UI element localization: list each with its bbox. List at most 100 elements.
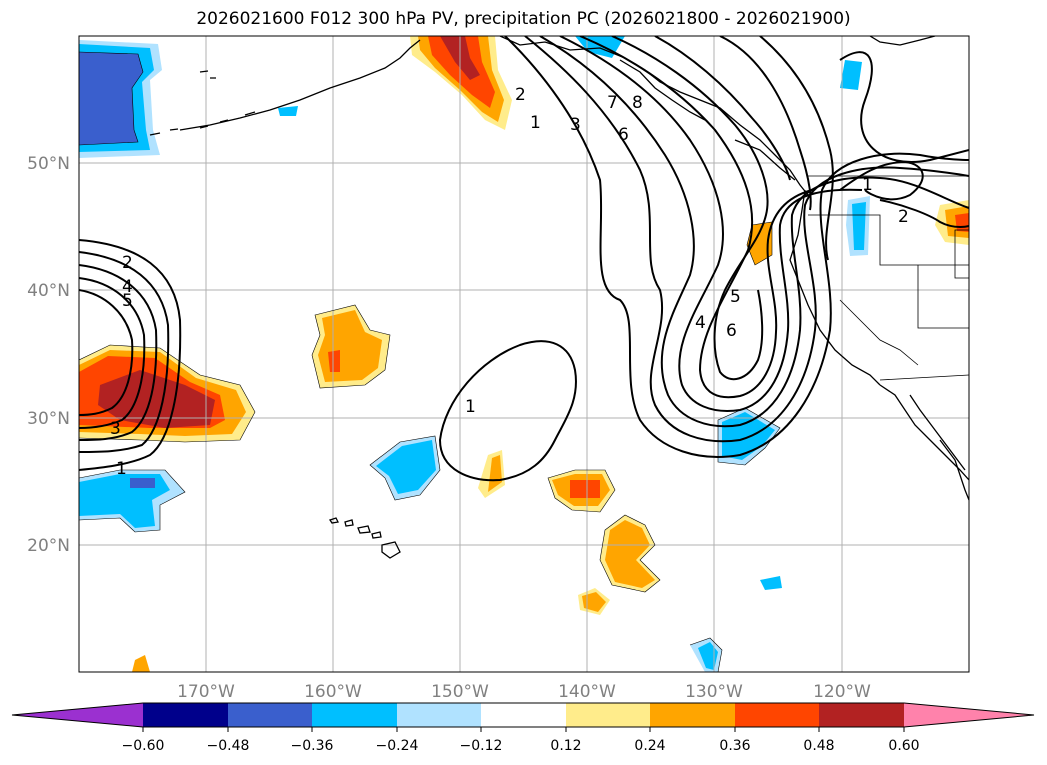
pv-contour-line — [759, 36, 834, 261]
contour-label: 2 — [515, 85, 526, 105]
pv-contour-line — [539, 36, 969, 428]
colorbar-segment — [566, 703, 650, 727]
pv-contour-line — [79, 239, 182, 471]
pv-contour-line — [79, 289, 134, 416]
map-frame — [78, 35, 970, 673]
coastline — [909, 394, 966, 471]
lon-label: 120°W — [813, 682, 871, 702]
colorbar-segment — [735, 703, 819, 727]
pv-contour-line — [79, 251, 170, 453]
island — [199, 70, 216, 79]
pv-contour-line — [611, 36, 769, 381]
coastline — [619, 59, 706, 121]
gridlines — [79, 36, 969, 672]
precip-negative-area — [79, 52, 143, 145]
coastline — [499, 36, 809, 196]
contour-label: 2 — [122, 253, 133, 273]
precip-outline — [79, 51, 144, 146]
coastline — [869, 36, 936, 46]
island — [328, 517, 339, 524]
pv-contour-line — [579, 36, 813, 399]
precip-outline — [369, 435, 441, 501]
colorbar-segment — [650, 703, 735, 727]
island — [381, 541, 401, 559]
border — [879, 374, 969, 381]
lat-label: 40°N — [27, 281, 70, 301]
precip-negative-area — [852, 202, 866, 250]
contour-label: 5 — [122, 291, 133, 311]
contour-label: 2 — [898, 207, 909, 227]
colorbar-segment — [228, 703, 312, 727]
contour-label: 6 — [618, 125, 629, 145]
pv-contour-line — [79, 264, 158, 441]
precip-outline — [79, 344, 256, 443]
colorbar-tick-label: 0.60 — [888, 738, 919, 754]
precip-negative-area — [698, 642, 718, 670]
contour-labels: 2 1 3 7 8 6 1 2 2 4 5 3 1 1 5 4 6 — [110, 85, 909, 479]
contour-label: 1 — [116, 459, 127, 479]
pv-contour-line — [879, 199, 969, 228]
lat-axis-labels: 50°N 40°N 30°N 20°N — [27, 154, 70, 556]
coastline — [939, 439, 969, 501]
precip-negative-area — [840, 60, 862, 90]
lon-label: 130°W — [685, 682, 743, 702]
precip-positive-area — [570, 480, 600, 498]
colorbar-extend-low — [12, 703, 143, 727]
precip-negative-area — [722, 412, 775, 460]
precip-positive-area — [955, 213, 969, 232]
lat-label: 20°N — [27, 536, 70, 556]
precip-outlines — [79, 51, 781, 672]
lon-label: 140°W — [558, 682, 616, 702]
pv-contour-line — [839, 51, 969, 163]
precip-positive-area — [747, 222, 772, 265]
precip-positive-area — [132, 655, 150, 672]
colorbar-extend-high — [904, 703, 1034, 727]
pv-contour-line — [438, 340, 577, 482]
precip-positive-area — [582, 592, 606, 612]
precip-negative-area — [376, 440, 436, 494]
coastlines — [149, 36, 969, 559]
lon-label: 170°W — [177, 682, 235, 702]
map-title: 2026021600 F012 300 hPa PV, precipitatio… — [196, 9, 851, 29]
island — [149, 111, 256, 136]
contour-label: 3 — [570, 115, 581, 135]
colorbar-segment — [481, 703, 566, 727]
lat-label: 50°N — [27, 154, 70, 174]
contour-label: 7 — [607, 93, 618, 113]
coastline — [179, 39, 421, 131]
precip-outline — [547, 469, 616, 513]
precip-outline — [599, 514, 661, 593]
colorbar-tick-label: 0.24 — [634, 738, 665, 754]
lat-label: 30°N — [27, 409, 70, 429]
pv-contour-line — [79, 277, 146, 429]
border — [808, 214, 969, 266]
contour-label: 6 — [726, 321, 737, 341]
pv-contour-line — [839, 160, 924, 201]
colorbar-segment — [312, 703, 397, 727]
precip-outline — [311, 304, 391, 389]
contour-label: 1 — [465, 397, 476, 417]
colorbar-tick-label: −0.60 — [122, 738, 165, 754]
lon-label: 160°W — [304, 682, 362, 702]
colorbar-tick-label: −0.48 — [207, 738, 250, 754]
precip-outline — [717, 407, 781, 466]
island — [357, 525, 371, 534]
island — [371, 531, 382, 539]
island — [344, 519, 354, 527]
pv-contour-line — [719, 36, 812, 211]
contour-label: 5 — [730, 287, 741, 307]
border — [917, 265, 969, 329]
contour-label: 3 — [110, 419, 121, 439]
precip-outline — [689, 637, 723, 672]
contour-label: 8 — [632, 93, 643, 113]
coastline — [789, 189, 881, 386]
colorbar: −0.60 −0.48 −0.36 −0.24 −0.12 0.12 0.24 … — [11, 702, 1035, 754]
colorbar-tick-label: −0.12 — [460, 738, 503, 754]
border — [954, 229, 969, 279]
map-frame-bg — [79, 36, 969, 672]
pv-contour-line — [504, 36, 969, 458]
precip-outline — [746, 221, 773, 266]
colorbar-ticks — [142, 727, 905, 732]
pv-contour-line — [559, 36, 863, 412]
